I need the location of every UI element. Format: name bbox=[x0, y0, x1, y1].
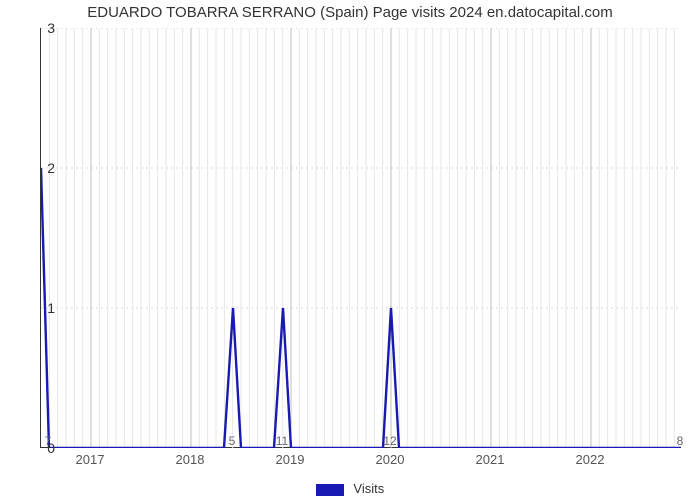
plot-svg bbox=[41, 28, 681, 448]
plot-area bbox=[40, 28, 680, 448]
point-value-label: 7 bbox=[45, 434, 52, 448]
legend: Visits bbox=[0, 481, 700, 496]
x-year-label: 2022 bbox=[576, 452, 605, 467]
x-year-label: 2020 bbox=[376, 452, 405, 467]
visits-chart: EDUARDO TOBARRA SERRANO (Spain) Page vis… bbox=[0, 0, 700, 500]
point-value-label: 12 bbox=[383, 434, 396, 448]
y-tick-label: 3 bbox=[35, 20, 55, 36]
x-year-label: 2018 bbox=[176, 452, 205, 467]
point-value-label: 11 bbox=[276, 434, 288, 448]
y-tick-label: 1 bbox=[35, 300, 55, 316]
y-tick-label: 2 bbox=[35, 160, 55, 176]
legend-label: Visits bbox=[353, 481, 384, 496]
legend-swatch bbox=[316, 484, 344, 496]
point-value-label: 5 bbox=[229, 434, 236, 448]
point-value-label: 8 bbox=[677, 434, 684, 448]
x-year-label: 2017 bbox=[76, 452, 105, 467]
x-year-label: 2021 bbox=[476, 452, 505, 467]
x-year-label: 2019 bbox=[276, 452, 305, 467]
chart-title: EDUARDO TOBARRA SERRANO (Spain) Page vis… bbox=[0, 4, 700, 21]
